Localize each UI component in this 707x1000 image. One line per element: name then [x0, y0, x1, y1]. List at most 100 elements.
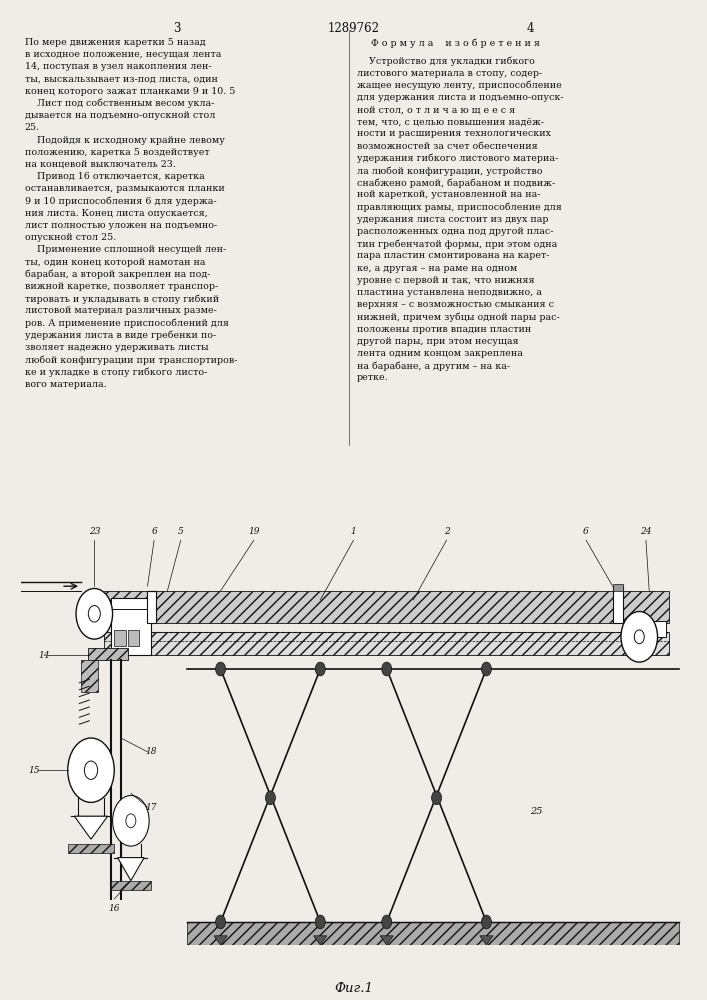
Text: 14: 14: [39, 651, 50, 660]
Text: дывается на подъемно-опускной стол: дывается на подъемно-опускной стол: [25, 111, 215, 120]
Text: ты, один конец которой намотан на: ты, один конец которой намотан на: [25, 258, 205, 267]
Circle shape: [315, 662, 325, 676]
Text: 14, поступая в узел накопления лен-: 14, поступая в узел накопления лен-: [25, 62, 211, 71]
Text: удержания листа в виде гребенки по-: удержания листа в виде гребенки по-: [25, 331, 216, 340]
Text: возможностей за счет обеспечения: возможностей за счет обеспечения: [357, 142, 538, 151]
Text: 3: 3: [173, 22, 180, 35]
Text: 15: 15: [29, 766, 40, 775]
Text: ной кареткой, установленной на на-: ной кареткой, установленной на на-: [357, 190, 541, 199]
Bar: [613, 584, 623, 591]
Text: Фиг.1: Фиг.1: [334, 982, 373, 995]
Text: ке и укладке в стопу гибкого листо-: ке и укладке в стопу гибкого листо-: [25, 367, 207, 377]
Text: конец которого зажат планками 9 и 10. 5: конец которого зажат планками 9 и 10. 5: [25, 87, 235, 96]
Text: останавливается, размыкаются планки: останавливается, размыкаются планки: [25, 184, 225, 193]
Text: 5: 5: [178, 527, 184, 536]
Text: расположенных одна под другой плас-: расположенных одна под другой плас-: [357, 227, 554, 236]
Text: в исходное положение, несущая лента: в исходное положение, несущая лента: [25, 50, 221, 59]
Text: Ф о р м у л а    и з о б р е т е н и я: Ф о р м у л а и з о б р е т е н и я: [371, 38, 540, 47]
Text: Лист под собственным весом укла-: Лист под собственным весом укла-: [25, 99, 214, 108]
Text: тем, что, с целью повышения надёж-: тем, что, с целью повышения надёж-: [357, 117, 544, 126]
Text: 1289762: 1289762: [327, 22, 380, 35]
Text: ты, выскальзывает из-под листа, один: ты, выскальзывает из-под листа, один: [25, 75, 218, 84]
Text: Устройство для укладки гибкого: Устройство для укладки гибкого: [357, 56, 535, 66]
Circle shape: [84, 761, 98, 779]
Text: пара пластин смонтирована на карет-: пара пластин смонтирована на карет-: [357, 251, 549, 260]
Bar: [115, 630, 126, 646]
Text: 23: 23: [88, 527, 100, 536]
Text: на концевой выключатель 23.: на концевой выключатель 23.: [25, 160, 175, 169]
Text: удержания гибкого листового материа-: удержания гибкого листового материа-: [357, 154, 559, 163]
Text: 1: 1: [351, 527, 356, 536]
Bar: [649, 621, 666, 637]
Text: 4: 4: [527, 22, 534, 35]
Circle shape: [315, 915, 325, 929]
Text: вижной каретке, позволяет транспор-: вижной каретке, позволяет транспор-: [25, 282, 218, 291]
Text: другой пары, при этом несущая: другой пары, при этом несущая: [357, 337, 519, 346]
Bar: [127, 630, 139, 646]
Text: 18: 18: [145, 747, 156, 756]
Text: тин гребенчатой формы, при этом одна: тин гребенчатой формы, при этом одна: [357, 239, 557, 249]
Text: лист полностью уложен на подъемно-: лист полностью уложен на подъемно-: [25, 221, 217, 230]
Text: нижней, причем зубцы одной пары рас-: нижней, причем зубцы одной пары рас-: [357, 312, 560, 322]
Text: Подойдя к исходному крайне левому: Подойдя к исходному крайне левому: [25, 136, 225, 145]
Circle shape: [88, 606, 100, 622]
Text: уровне с первой и так, что нижняя: уровне с первой и так, что нижняя: [357, 276, 534, 285]
Circle shape: [431, 791, 442, 805]
Bar: [187, 922, 679, 945]
Text: 25.: 25.: [25, 123, 40, 132]
Bar: [111, 600, 151, 655]
Polygon shape: [480, 936, 493, 945]
Text: ности и расширения технологических: ности и расширения технологических: [357, 129, 551, 138]
Polygon shape: [314, 936, 327, 945]
Text: жащее несущую ленту, приспособление: жащее несущую ленту, приспособление: [357, 81, 562, 90]
Text: положению, каретка 5 воздействует: положению, каретка 5 воздействует: [25, 148, 209, 157]
Bar: [111, 598, 151, 609]
Text: листовой материал различных разме-: листовой материал различных разме-: [25, 306, 216, 315]
Circle shape: [126, 814, 136, 828]
Bar: [111, 881, 151, 890]
Text: снабжено рамой, барабаном и подвиж-: снабжено рамой, барабаном и подвиж-: [357, 178, 555, 188]
Bar: [105, 632, 669, 655]
Circle shape: [634, 630, 644, 644]
Text: 16: 16: [108, 904, 120, 913]
Text: 9 и 10 приспособления 6 для удержа-: 9 и 10 приспособления 6 для удержа-: [25, 197, 216, 206]
Bar: [613, 586, 623, 623]
Text: положены против впадин пластин: положены против впадин пластин: [357, 325, 531, 334]
Text: пластина устанвлена неподвижно, а: пластина устанвлена неподвижно, а: [357, 288, 542, 297]
Bar: [148, 591, 156, 623]
Text: ной стол, о т л и ч а ю щ е е с я: ной стол, о т л и ч а ю щ е е с я: [357, 105, 515, 114]
Circle shape: [481, 915, 491, 929]
Text: ла любой конфигурации, устройство: ла любой конфигурации, устройство: [357, 166, 542, 176]
Text: лента одним концом закреплена: лента одним концом закреплена: [357, 349, 523, 358]
Text: любой конфигурации при транспортиров-: любой конфигурации при транспортиров-: [25, 355, 238, 365]
Circle shape: [68, 738, 115, 802]
Text: барабан, а второй закреплен на под-: барабан, а второй закреплен на под-: [25, 270, 210, 279]
Text: Применение сплошной несущей лен-: Применение сплошной несущей лен-: [25, 245, 226, 254]
Bar: [88, 648, 127, 660]
Polygon shape: [117, 858, 144, 881]
Text: удержания листа состоит из двух пар: удержания листа состоит из двух пар: [357, 215, 549, 224]
Text: зволяет надежно удерживать листы: зволяет надежно удерживать листы: [25, 343, 209, 352]
Circle shape: [216, 915, 226, 929]
Polygon shape: [214, 936, 227, 945]
Circle shape: [216, 662, 226, 676]
Text: ния листа. Конец листа опускается,: ния листа. Конец листа опускается,: [25, 209, 207, 218]
Text: 6: 6: [151, 527, 157, 536]
Text: 25: 25: [530, 807, 542, 816]
Text: По мере движения каретки 5 назад: По мере движения каретки 5 назад: [25, 38, 205, 47]
Bar: [105, 591, 669, 623]
Circle shape: [382, 662, 392, 676]
Text: вого материала.: вого материала.: [25, 380, 106, 389]
Text: верхняя – с возможностью смыкания с: верхняя – с возможностью смыкания с: [357, 300, 554, 309]
Circle shape: [112, 796, 149, 846]
Text: опускной стол 25.: опускной стол 25.: [25, 233, 116, 242]
Text: 17: 17: [145, 802, 156, 812]
Circle shape: [621, 611, 658, 662]
Text: на барабане, а другим – на ка-: на барабане, а другим – на ка-: [357, 361, 510, 371]
Circle shape: [382, 915, 392, 929]
Text: листового материала в стопу, содер-: листового материала в стопу, содер-: [357, 68, 542, 78]
Circle shape: [481, 662, 491, 676]
Text: 6: 6: [583, 527, 589, 536]
Text: 19: 19: [248, 527, 259, 536]
Text: ретке.: ретке.: [357, 373, 389, 382]
